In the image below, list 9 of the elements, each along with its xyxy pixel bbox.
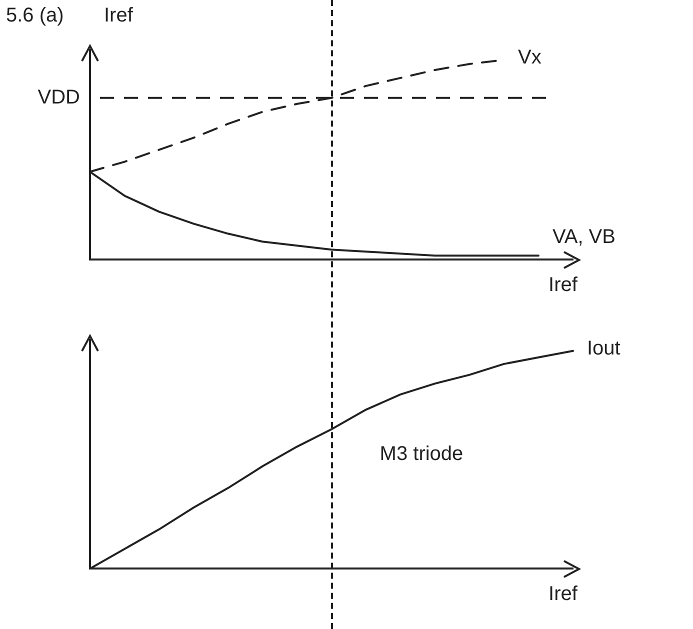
- series-label: Vx: [518, 46, 542, 68]
- annotation: M3 triode: [380, 442, 464, 465]
- x-axis-title: Iref: [548, 583, 578, 606]
- series-label: VA, VB: [552, 226, 616, 248]
- chart-title: 5.6 (a): [6, 4, 64, 27]
- y-axis-title: Iref: [104, 4, 134, 27]
- series-label: Iout: [587, 337, 621, 360]
- ref-line-label: VDD: [38, 86, 80, 108]
- x-axis-title: Iref: [548, 274, 578, 296]
